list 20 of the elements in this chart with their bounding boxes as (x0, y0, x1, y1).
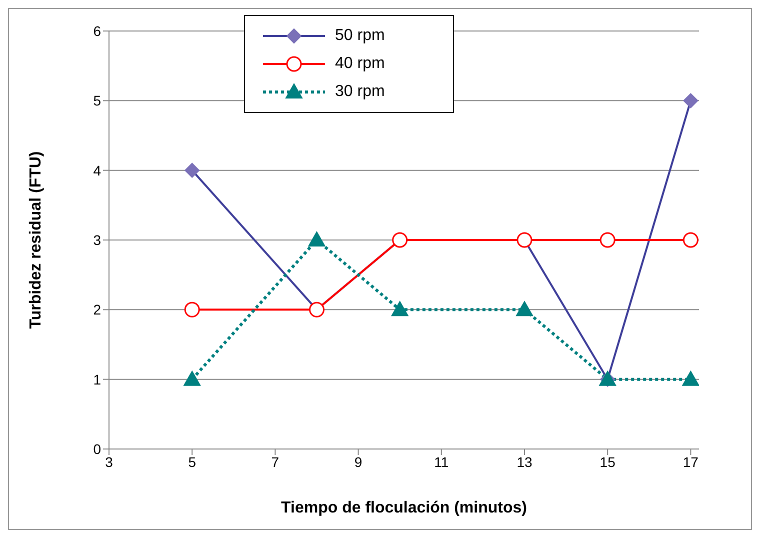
y-tick-label: 1 (93, 371, 102, 388)
y-tick-label: 5 (93, 92, 102, 109)
x-tick-label: 7 (271, 454, 280, 470)
x-tick-label: 11 (434, 454, 449, 470)
x-axis-title: Tiempo de floculación (minutos) (281, 499, 527, 516)
y-axis-title: Turbidez residual (FTU) (28, 151, 45, 329)
y-tick-label: 4 (93, 162, 102, 178)
x-tick-label: 15 (600, 454, 616, 470)
y-tick-label: 3 (93, 232, 102, 248)
x-tick-label: 5 (188, 454, 196, 470)
x-tick-label: 17 (682, 454, 699, 470)
y-tick-label: 0 (93, 440, 102, 457)
x-tick-label: 13 (516, 454, 532, 470)
y-tick-label: 6 (93, 22, 102, 39)
x-tick-label: 9 (354, 454, 362, 470)
legend-label: 30 rpm (335, 83, 385, 101)
legend-label: 50 rpm (335, 27, 385, 45)
x-tick-label: 3 (105, 454, 114, 470)
y-tick-label: 2 (93, 302, 102, 318)
legend-label: 40 rpm (335, 55, 385, 73)
